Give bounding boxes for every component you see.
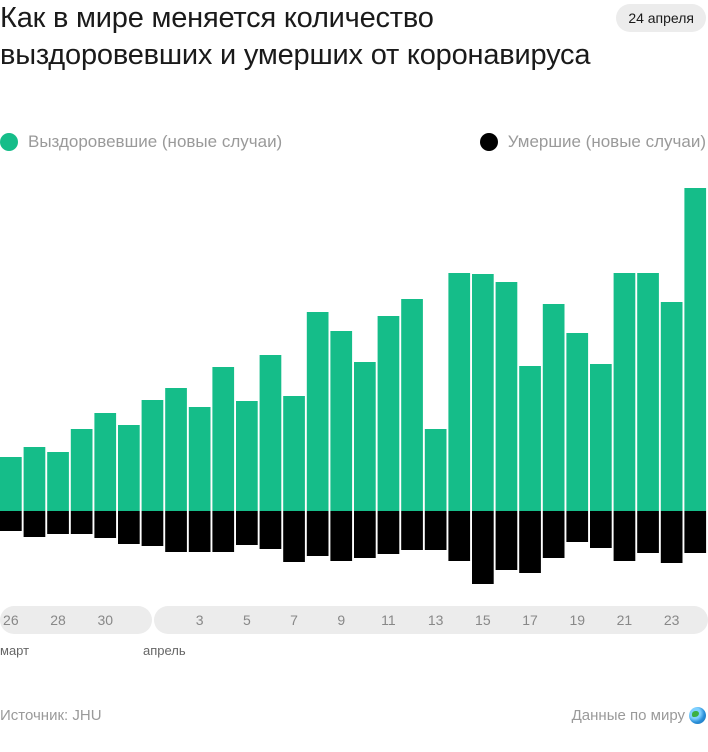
- legend-deaths: Умершие (новые случаи): [479, 132, 706, 152]
- recovered-bar: [613, 273, 636, 511]
- x-tick-label: 28: [50, 612, 66, 628]
- deaths-bar: [542, 511, 565, 558]
- recovered-bar: [118, 425, 140, 511]
- deaths-bar: [519, 511, 541, 573]
- deaths-bar: [424, 511, 447, 550]
- x-tick-label: 21: [616, 612, 633, 628]
- deaths-bar: [283, 511, 305, 562]
- month-label-march: март: [0, 643, 30, 658]
- deaths-bar: [259, 511, 282, 549]
- deaths-bar: [495, 511, 518, 570]
- recovered-bar: [70, 429, 93, 511]
- deaths-bar: [306, 511, 329, 556]
- x-tick-label: 3: [195, 612, 204, 628]
- recovered-bar: [141, 400, 164, 511]
- recovered-deaths-bar-chart: [0, 188, 707, 584]
- source-text: Источник: JHU: [0, 707, 102, 724]
- deaths-bar: [141, 511, 164, 546]
- deaths-bar: [165, 511, 187, 552]
- deaths-bar: [188, 511, 211, 552]
- recovered-bar: [495, 282, 518, 511]
- legend-deaths-label: Умершие (новые случаи): [507, 132, 706, 151]
- recovered-bar: [519, 366, 541, 511]
- x-tick-label: 15: [475, 612, 491, 628]
- recovered-bar: [259, 355, 282, 511]
- recovered-bar: [401, 299, 423, 511]
- x-tick-label: 7: [290, 612, 298, 628]
- recovered-bar: [377, 316, 400, 511]
- recovered-bar: [330, 331, 353, 511]
- deaths-bar: [236, 511, 258, 545]
- x-tick-label: 9: [337, 612, 346, 628]
- recovered-bar: [424, 429, 447, 511]
- recovered-bar: [448, 273, 471, 511]
- recovered-bar: [306, 312, 329, 511]
- recovered-dot-icon: [0, 133, 18, 151]
- deaths-bar: [377, 511, 400, 554]
- deaths-dot-icon: [479, 133, 498, 151]
- x-tick-label: 30: [97, 612, 114, 628]
- deaths-bar: [23, 511, 46, 537]
- recovered-bar: [165, 388, 187, 511]
- deaths-bar: [212, 511, 235, 552]
- recovered-bar: [188, 407, 211, 511]
- legend-recovered-label: Выздоровевшие (новые случаи): [28, 132, 283, 151]
- page-title: Как в мире меняется количество выздорове…: [0, 2, 591, 71]
- deaths-bar: [566, 511, 589, 542]
- recovered-bar: [94, 413, 117, 511]
- recovered-bar: [637, 273, 659, 511]
- globe-icon: [689, 707, 706, 724]
- deaths-bar: [354, 511, 376, 558]
- x-tick-label: 17: [522, 612, 538, 628]
- recovered-bar: [354, 362, 376, 511]
- deaths-bar: [94, 511, 117, 538]
- deaths-bar: [118, 511, 140, 544]
- x-tick-label: 26: [3, 612, 19, 628]
- recovered-bar: [590, 364, 612, 511]
- x-tick-label: 13: [427, 612, 444, 628]
- x-tick-label: 19: [569, 612, 586, 628]
- recovered-bar: [0, 457, 22, 511]
- deaths-bar: [448, 511, 471, 561]
- recovered-bar: [660, 302, 683, 511]
- recovered-bar: [47, 452, 69, 511]
- recovered-bar: [566, 333, 589, 511]
- deaths-bar: [472, 511, 494, 584]
- legend-recovered: Выздоровевшие (новые случаи): [0, 132, 282, 152]
- x-tick-label: 5: [242, 612, 251, 628]
- axis-pill-april: [154, 606, 708, 634]
- recovered-bar: [236, 401, 258, 511]
- month-label-april: апрель: [143, 643, 186, 658]
- world-data-label[interactable]: Данные по миру: [571, 707, 685, 724]
- recovered-bar: [283, 396, 305, 511]
- recovered-bar: [684, 188, 707, 511]
- recovered-bar: [23, 447, 46, 511]
- deaths-bar: [0, 511, 22, 531]
- recovered-bar: [542, 304, 565, 511]
- deaths-bar: [637, 511, 659, 553]
- recovered-bar: [212, 367, 235, 511]
- world-data-link[interactable]: Данные по миру: [572, 707, 706, 724]
- deaths-bar: [590, 511, 612, 548]
- deaths-bar: [684, 511, 707, 553]
- x-tick-label: 11: [381, 612, 396, 628]
- recovered-bar: [472, 274, 494, 511]
- date-badge: 24 апреля: [616, 4, 706, 32]
- deaths-bar: [613, 511, 636, 561]
- deaths-bar: [660, 511, 683, 563]
- deaths-bar: [47, 511, 69, 534]
- deaths-bar: [330, 511, 353, 561]
- axis-pill-march: [0, 606, 152, 634]
- deaths-bar: [70, 511, 93, 534]
- deaths-bar: [401, 511, 423, 550]
- x-tick-label: 23: [663, 612, 680, 628]
